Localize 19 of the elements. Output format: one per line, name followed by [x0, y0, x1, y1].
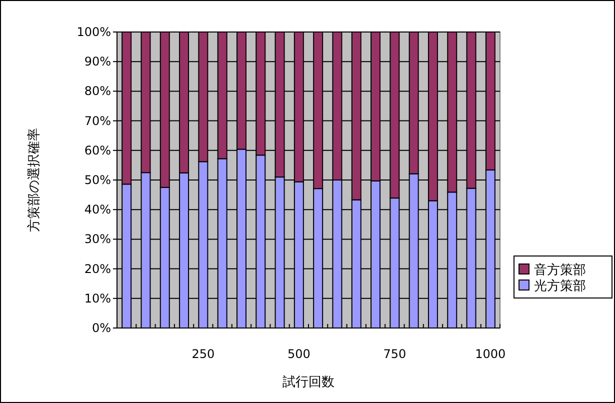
- y-tick-label: 90%: [84, 54, 111, 69]
- y-tick-label: 40%: [84, 202, 111, 217]
- x-tick-label: 250: [192, 347, 215, 361]
- x-tick-label: 750: [383, 347, 406, 361]
- x-tick-label: 500: [287, 347, 310, 361]
- y-tick-label: 0%: [92, 321, 111, 335]
- y-tick-label: 50%: [84, 173, 111, 187]
- legend-label: 光方策部: [534, 278, 586, 294]
- y-tick-label: 20%: [84, 262, 111, 276]
- legend-label: 音方策部: [534, 262, 586, 278]
- y-tick-label: 80%: [84, 84, 111, 98]
- y-tick-label: 10%: [84, 291, 111, 306]
- x-axis-title: 試行回数: [282, 375, 334, 390]
- y-axis-title: 方策部の選択確率: [26, 128, 42, 232]
- x-tick-label: 1000: [475, 347, 506, 361]
- y-tick-label: 100%: [76, 25, 111, 39]
- y-tick-label: 30%: [84, 232, 111, 246]
- y-tick-label: 60%: [84, 143, 111, 158]
- y-tick-label: 70%: [84, 114, 111, 128]
